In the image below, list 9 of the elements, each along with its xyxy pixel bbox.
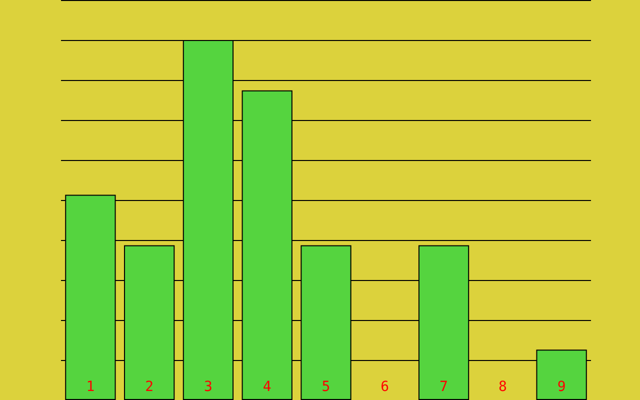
x-tick-label: 2 bbox=[145, 379, 154, 395]
x-tick-label: 7 bbox=[440, 379, 448, 395]
x-tick-label: 1 bbox=[86, 379, 95, 395]
x-tick-label: 3 bbox=[204, 379, 212, 395]
x-tick-label: 8 bbox=[498, 379, 507, 395]
x-tick-label: 4 bbox=[262, 379, 272, 395]
x-tick-label: 6 bbox=[380, 379, 390, 395]
x-tick-label: 5 bbox=[322, 379, 330, 395]
x-tick-label: 9 bbox=[557, 379, 566, 395]
